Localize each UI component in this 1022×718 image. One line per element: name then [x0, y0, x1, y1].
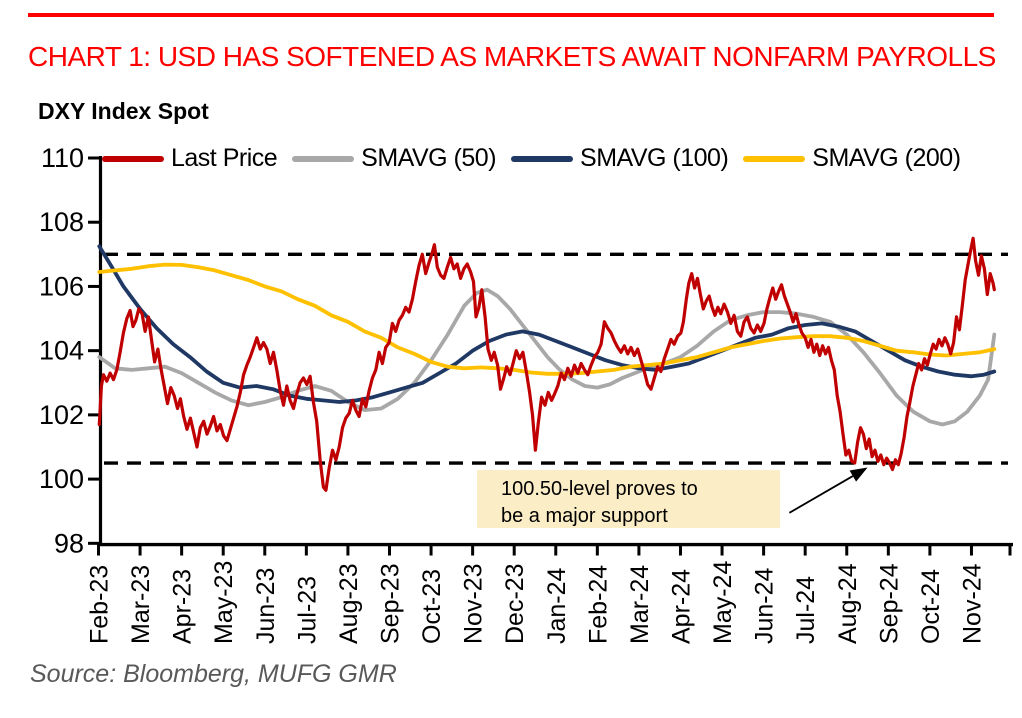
annotation-line-2: be a major support: [501, 505, 668, 527]
page-title: CHART 1: USD HAS SOFTENED AS MARKETS AWA…: [28, 41, 996, 72]
svg-text:Sep-23: Sep-23: [376, 563, 404, 644]
svg-text:Jan-24: Jan-24: [543, 567, 571, 644]
svg-text:Aug-24: Aug-24: [834, 563, 862, 644]
svg-text:Jul-23: Jul-23: [293, 576, 321, 644]
svg-text:Feb-24: Feb-24: [584, 565, 612, 644]
svg-text:106: 106: [39, 271, 84, 301]
x-axis-ticks: Feb-23 Mar-23 Apr-23 May-23 Jun-23 Jul-23 Aug-…: [86, 544, 1012, 644]
legend: Last Price SMAVG (50) SMAVG (100) SMAVG …: [102, 144, 961, 173]
svg-text:Jun-24: Jun-24: [751, 567, 779, 644]
chart-title: DXY Index Spot: [38, 98, 209, 124]
svg-text:May-24: May-24: [709, 561, 737, 644]
legend-label: Last Price: [171, 144, 278, 172]
svg-text:104: 104: [39, 336, 84, 366]
svg-text:Aug-23: Aug-23: [335, 563, 363, 644]
svg-text:Apr-23: Apr-23: [169, 569, 197, 644]
top-rule: [28, 13, 994, 17]
svg-text:108: 108: [39, 207, 84, 237]
y-axis-ticks: 110 108 106 104 102 100 98: [39, 143, 100, 558]
svg-text:Nov-23: Nov-23: [460, 563, 488, 644]
series-smavg-50-: [97, 287, 997, 427]
annotation-line-1: 100.50-level proves to: [501, 478, 698, 500]
legend-label: SMAVG (50): [361, 144, 497, 172]
legend-label: SMAVG (200): [812, 144, 961, 172]
legend-item-smavg-200: SMAVG (200): [743, 144, 961, 173]
svg-text:Sep-24: Sep-24: [875, 563, 903, 644]
annotation-arrow: [788, 467, 868, 514]
svg-text:Jul-24: Jul-24: [792, 576, 820, 644]
legend-label: SMAVG (100): [580, 144, 729, 172]
svg-text:110: 110: [41, 143, 84, 173]
svg-text:Oct-23: Oct-23: [418, 569, 446, 644]
series-smavg-200-: [97, 262, 997, 376]
svg-text:100: 100: [39, 464, 84, 494]
svg-text:98: 98: [54, 528, 84, 558]
series-smavg-100-: [97, 244, 997, 404]
last-price-line-swatch-icon: [102, 155, 164, 162]
svg-text:Apr-24: Apr-24: [667, 569, 695, 644]
smavg-50-line-swatch-icon: [292, 155, 355, 162]
support-annotation: 100.50-level proves to be a major suppor…: [477, 470, 780, 528]
svg-text:Nov-24: Nov-24: [958, 563, 986, 644]
legend-item-smavg-50: SMAVG (50): [292, 144, 497, 173]
legend-item-last-price: Last Price: [102, 144, 278, 173]
source-note: Source: Bloomberg, MUFG GMR: [30, 660, 397, 688]
svg-text:May-23: May-23: [210, 561, 238, 644]
smavg-100-line-swatch-icon: [511, 155, 574, 162]
svg-text:Mar-24: Mar-24: [626, 565, 654, 644]
dashed-level-lines: [104, 252, 1008, 465]
series-last-price: [97, 236, 996, 492]
svg-text:Jun-23: Jun-23: [252, 568, 280, 644]
smavg-200-line-swatch-icon: [743, 155, 806, 162]
svg-text:Mar-23: Mar-23: [127, 565, 155, 644]
svg-text:102: 102: [39, 400, 84, 430]
svg-text:Oct-24: Oct-24: [917, 569, 945, 644]
svg-text:Feb-23: Feb-23: [86, 565, 114, 644]
svg-text:Dec-23: Dec-23: [501, 563, 529, 644]
legend-item-smavg-100: SMAVG (100): [511, 144, 729, 173]
